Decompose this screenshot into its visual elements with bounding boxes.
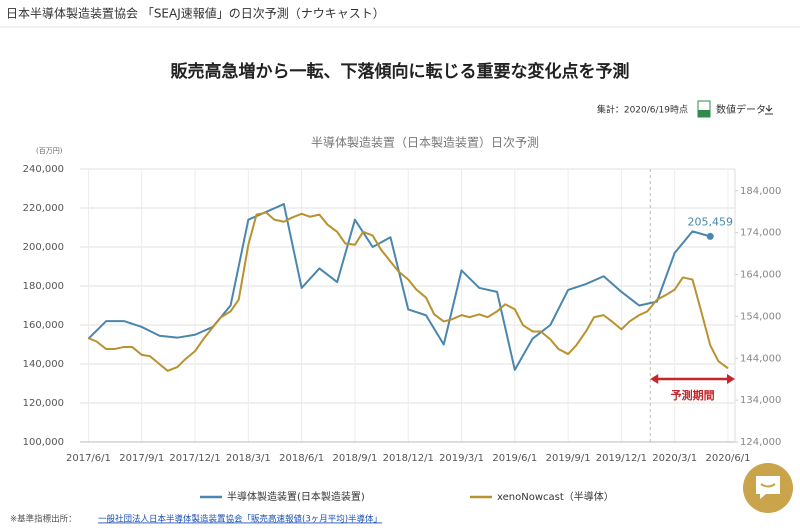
x-tick-label: 2018/6/1 bbox=[279, 453, 324, 464]
x-tick-label: 2017/9/1 bbox=[119, 453, 164, 464]
x-tick-label: 2017/6/1 bbox=[66, 453, 111, 464]
legend-label: xenoNowcast（半導体） bbox=[497, 490, 614, 503]
excel-icon-band[interactable] bbox=[698, 110, 710, 117]
legend-label: 半導体製造装置(日本製造装置) bbox=[227, 490, 365, 503]
x-tick-label: 2019/3/1 bbox=[439, 453, 484, 464]
x-tick-label: 2018/12/1 bbox=[383, 453, 434, 464]
y2-tick-label: 124,000 bbox=[740, 437, 781, 448]
data-label: 205,459 bbox=[687, 215, 733, 228]
y-tick-label: 140,000 bbox=[23, 359, 64, 370]
chat-smile[interactable] bbox=[760, 483, 776, 488]
x-tick-label: 2020/6/1 bbox=[706, 453, 751, 464]
page-header: 日本半導体製造装置協会 「SEAJ速報値」の日次予測（ナウキャスト） bbox=[6, 6, 385, 21]
y2-tick-label: 164,000 bbox=[740, 270, 781, 281]
series-line bbox=[87, 203, 711, 371]
y-tick-label: 240,000 bbox=[23, 164, 64, 175]
x-tick-label: 2019/12/1 bbox=[596, 453, 647, 464]
excel-icon[interactable] bbox=[697, 100, 711, 118]
y2-tick-label: 184,000 bbox=[740, 186, 781, 197]
x-tick-label: 2018/3/1 bbox=[226, 453, 271, 464]
y-tick-label: 120,000 bbox=[23, 398, 64, 409]
x-tick-label: 2018/9/1 bbox=[332, 453, 377, 464]
source-link[interactable]: 一般社団法人日本半導体製造装置協会「販売高速報値(3ヶ月平均)半導体」 bbox=[98, 514, 382, 525]
y-tick-label: 100,000 bbox=[23, 437, 64, 448]
y-axis-unit: (百万円) bbox=[36, 147, 63, 155]
y-tick-label: 200,000 bbox=[23, 242, 64, 253]
y2-tick-label: 134,000 bbox=[740, 395, 781, 406]
x-tick-label: 2019/9/1 bbox=[546, 453, 591, 464]
point-marker bbox=[706, 232, 714, 240]
as-of: 集計：2020/6/19時点 bbox=[597, 104, 688, 116]
chart-title: 半導体製造装置（日本製造装置）日次予測 bbox=[311, 136, 539, 150]
x-tick-label: 2020/3/1 bbox=[652, 453, 697, 464]
x-tick-label: 2017/12/1 bbox=[169, 453, 220, 464]
y-tick-label: 220,000 bbox=[23, 203, 64, 214]
source-label: ※基準指標出所： bbox=[10, 514, 77, 525]
series-line bbox=[88, 211, 729, 372]
y-tick-label: 180,000 bbox=[23, 281, 64, 292]
y2-tick-label: 174,000 bbox=[740, 228, 781, 239]
download-link[interactable]: 数値データ bbox=[716, 103, 766, 116]
headline: 販売高急増から一転、下落傾向に転じる重要な変化点を予測 bbox=[171, 61, 630, 82]
download-arrow[interactable] bbox=[765, 105, 773, 115]
plot: 100,000 120,000 140,000 160,000 180,000 200,0… bbox=[23, 164, 782, 464]
forecast-label: 予測期間 bbox=[671, 388, 715, 402]
y2-tick-label: 144,000 bbox=[740, 353, 781, 364]
x-tick-label: 2019/6/1 bbox=[492, 453, 537, 464]
y-tick-label: 160,000 bbox=[23, 320, 64, 331]
y2-tick-label: 154,000 bbox=[740, 311, 781, 322]
chat-button[interactable] bbox=[743, 463, 793, 513]
